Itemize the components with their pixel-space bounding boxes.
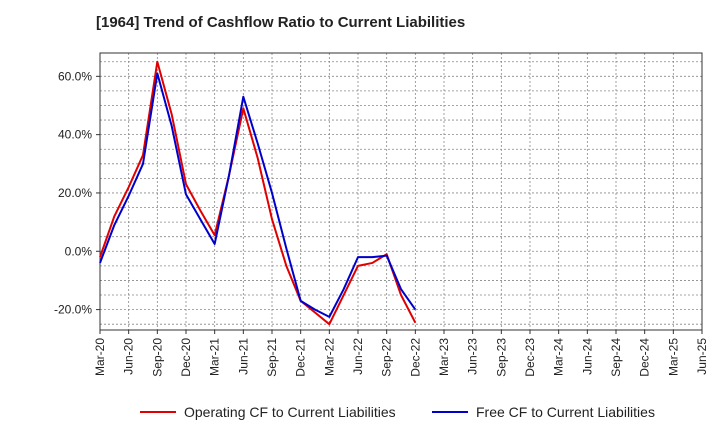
legend-item-free-cf: Free CF to Current Liabilities xyxy=(432,404,655,420)
plot-frame xyxy=(99,52,703,331)
y-tick-label: -20.0% xyxy=(54,303,92,317)
x-tick-label: Sep-22 xyxy=(380,338,394,377)
x-tick-label: Mar-24 xyxy=(552,338,566,376)
y-tick-label: 60.0% xyxy=(58,69,92,83)
series-line-free-cf xyxy=(99,72,417,318)
x-tick-label: Mar-22 xyxy=(322,338,336,376)
tick-labels: 60.0% 40.0% 20.0% 0.0% -20.0% Mar-20 Jun-20 Sep… xyxy=(54,69,709,376)
legend-swatch xyxy=(140,411,176,413)
legend: Operating CF to Current Liabilities Free… xyxy=(0,404,720,426)
y-tick-label: 0.0% xyxy=(65,244,93,258)
chart-title: [1964] Trend of Cashflow Ratio to Curren… xyxy=(96,14,466,31)
x-tick-label: Dec-21 xyxy=(294,338,308,377)
x-tick-label: Mar-21 xyxy=(208,338,222,376)
axes xyxy=(96,52,703,334)
x-tick-label: Jun-25 xyxy=(695,338,709,375)
x-tick-label: Jun-23 xyxy=(466,338,480,375)
x-tick-label: Mar-20 xyxy=(93,338,107,376)
series-lines xyxy=(99,60,417,326)
grid-lines xyxy=(99,53,703,330)
x-tick-label: Jun-21 xyxy=(236,338,250,375)
legend-swatch xyxy=(432,411,468,413)
x-tick-label: Sep-20 xyxy=(150,338,164,377)
line-chart: 60.0% 40.0% 20.0% 0.0% -20.0% Mar-20 Jun-20 Sep… xyxy=(54,52,709,377)
y-tick-label: 40.0% xyxy=(58,128,92,142)
y-tick-label: 20.0% xyxy=(58,186,92,200)
x-tick-label: Mar-23 xyxy=(437,338,451,376)
x-tick-label: Jun-20 xyxy=(122,338,136,375)
x-tick-label: Sep-24 xyxy=(609,338,623,377)
x-tick-label: Sep-21 xyxy=(265,338,279,377)
x-tick-label: Dec-22 xyxy=(408,338,422,377)
plot-area xyxy=(100,53,702,330)
x-tick-label: Dec-20 xyxy=(179,338,193,377)
x-tick-label: Jun-24 xyxy=(580,338,594,375)
series-line-operating-cf xyxy=(99,60,417,326)
x-tick-label: Dec-24 xyxy=(638,338,652,377)
legend-label: Free CF to Current Liabilities xyxy=(476,404,655,420)
x-tick-label: Sep-23 xyxy=(494,338,508,377)
x-tick-label: Mar-25 xyxy=(666,338,680,376)
legend-item-operating-cf: Operating CF to Current Liabilities xyxy=(140,404,396,420)
legend-label: Operating CF to Current Liabilities xyxy=(184,404,396,420)
x-tick-label: Jun-22 xyxy=(351,338,365,375)
x-tick-label: Dec-23 xyxy=(523,338,537,377)
